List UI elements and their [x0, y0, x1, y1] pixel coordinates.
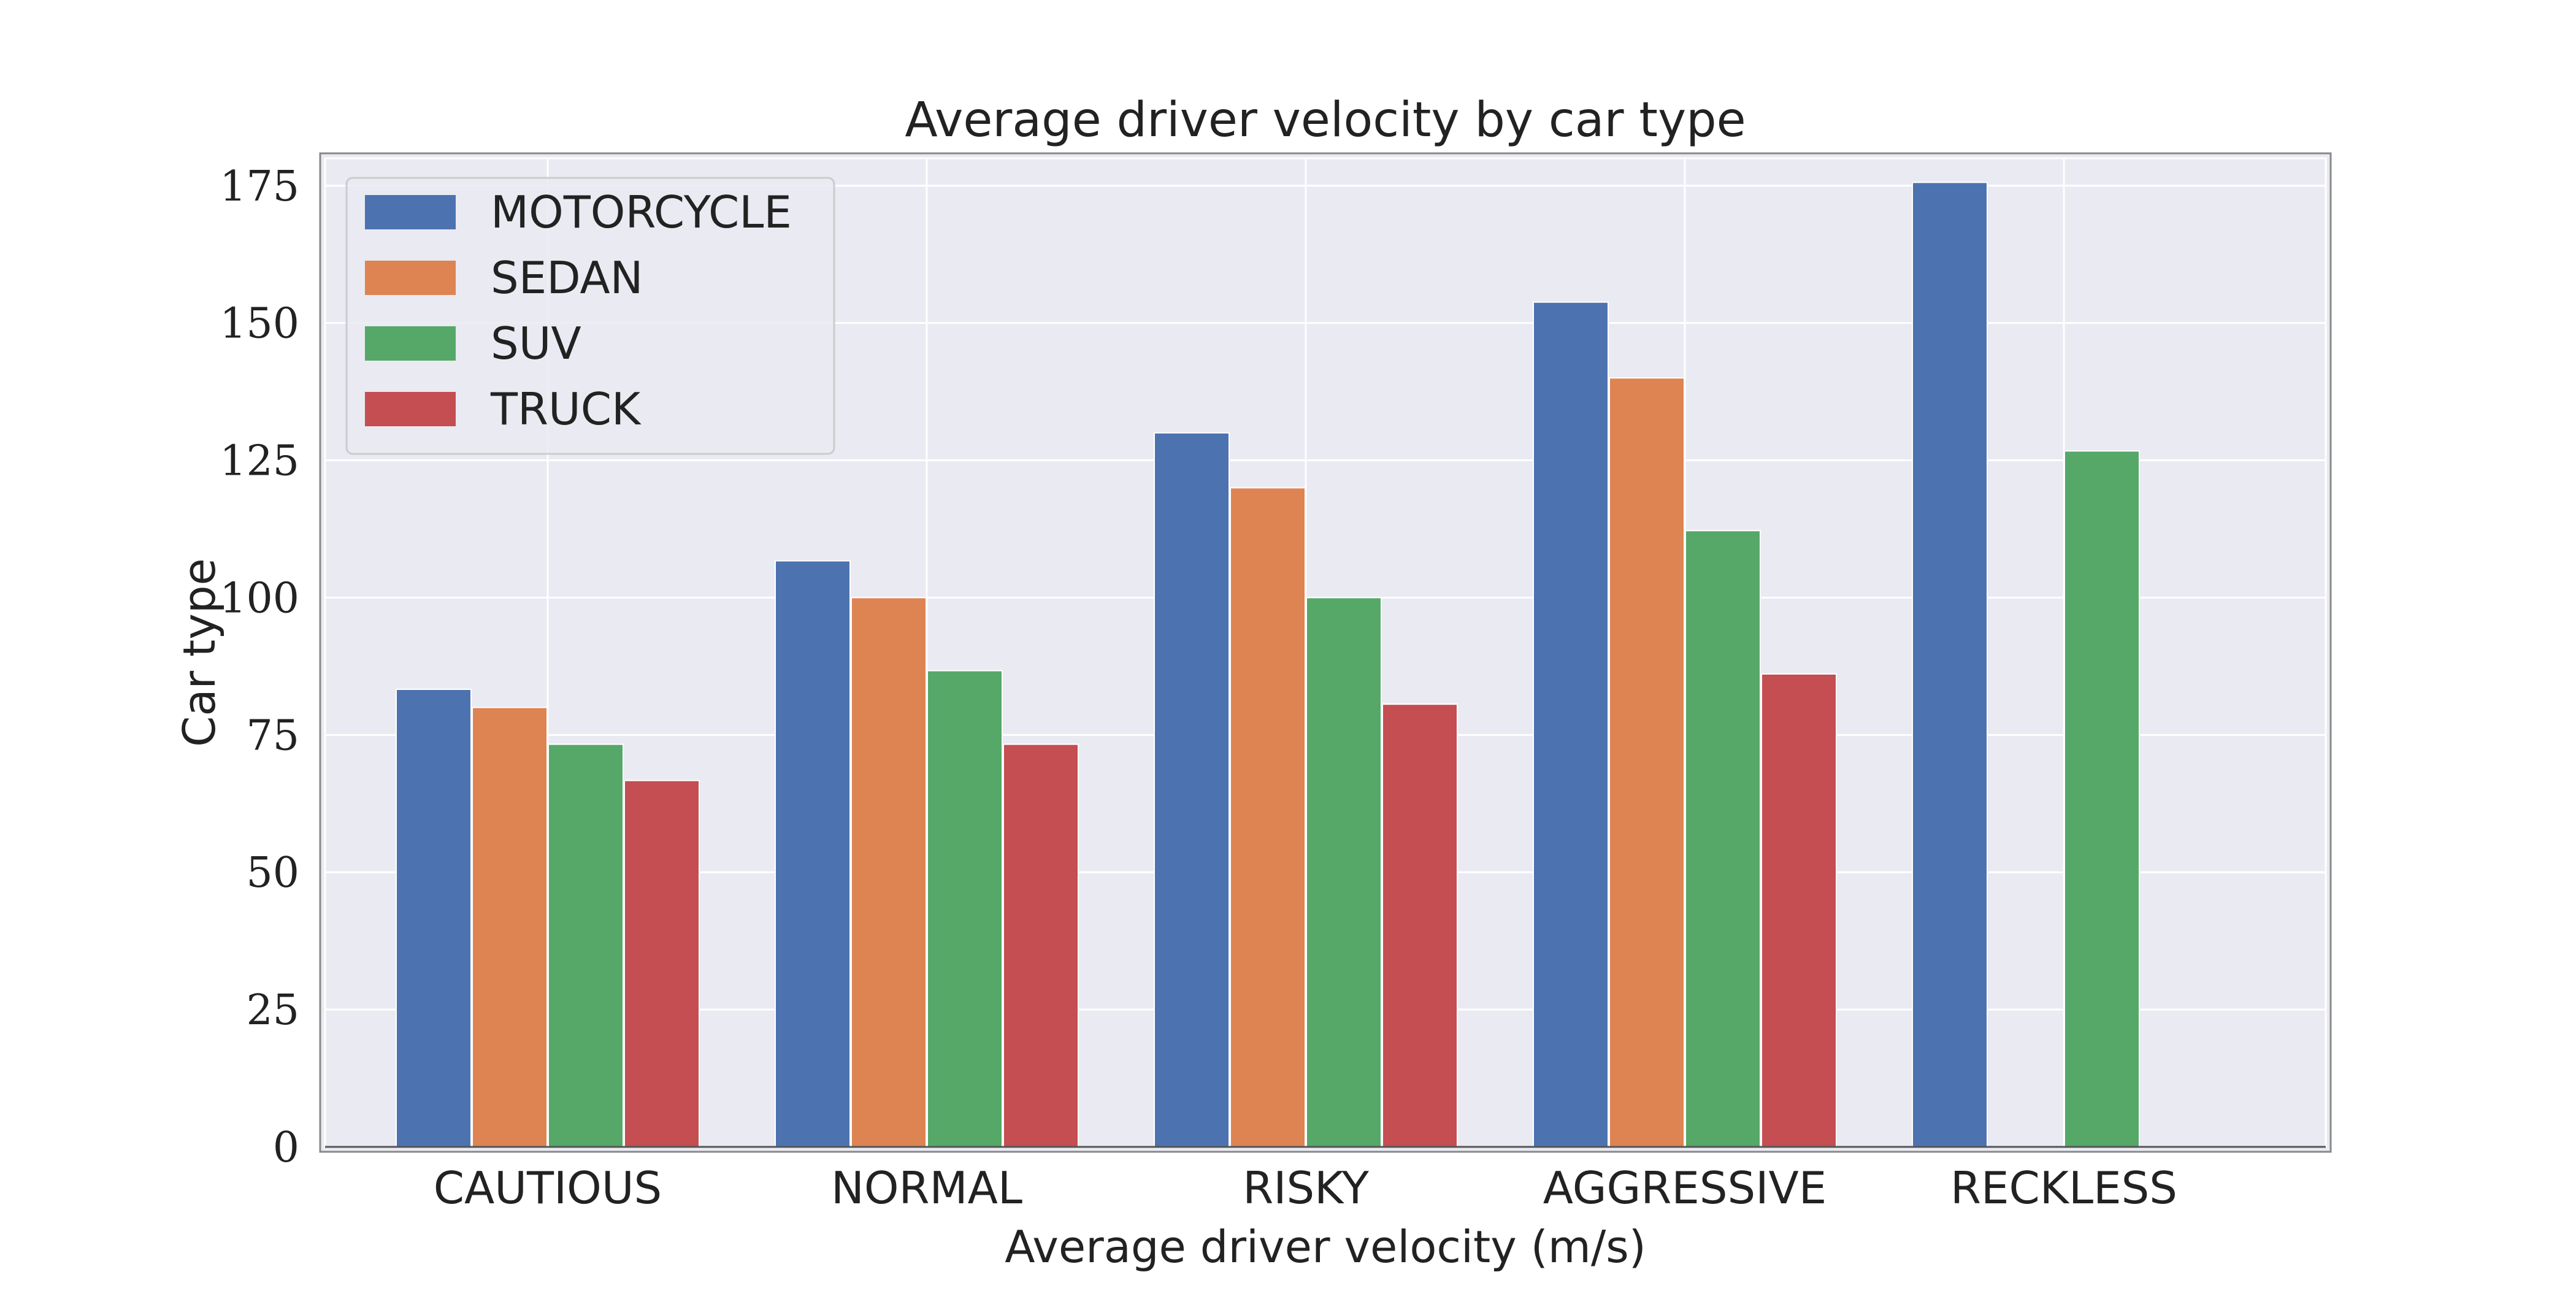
- y-tick-label: 175: [220, 163, 299, 211]
- y-axis-ticks: 0 25 50 75 100 125 150 175: [220, 163, 299, 1172]
- y-tick-label: 50: [246, 849, 299, 897]
- legend-label-truck: TRUCK: [490, 383, 642, 435]
- x-tick-label: CAUTIOUS: [434, 1162, 662, 1214]
- legend-label-sedan: SEDAN: [491, 252, 643, 304]
- y-tick-label: 75: [246, 711, 299, 760]
- x-tick-label: RECKLESS: [1950, 1162, 2177, 1214]
- bar-truck-risky: [1382, 703, 1458, 1147]
- y-tick-label: 125: [220, 437, 299, 486]
- bar-suv-aggressive: [1685, 530, 1761, 1147]
- legend-swatch-suv: [365, 326, 456, 361]
- x-axis-label: Average driver velocity (m/s): [1005, 1221, 1646, 1273]
- legend-swatch-motorcycle: [365, 195, 456, 229]
- y-axis-label: Car type: [174, 558, 225, 747]
- bar-motorcycle-reckless: [1912, 182, 1988, 1148]
- bar-truck-cautious: [624, 780, 700, 1147]
- bar-motorcycle-aggressive: [1533, 301, 1609, 1148]
- bar-motorcycle-cautious: [396, 689, 472, 1147]
- legend-label-suv: SUV: [491, 318, 581, 369]
- bar-motorcycle-normal: [775, 560, 851, 1147]
- legend: MOTORCYCLE SEDAN SUV TRUCK: [345, 177, 835, 455]
- bar-suv-normal: [927, 670, 1003, 1147]
- bar-suv-reckless: [2064, 450, 2140, 1148]
- y-tick-label: 25: [246, 986, 299, 1035]
- legend-swatch-truck: [365, 392, 456, 426]
- bar-sedan-normal: [851, 597, 927, 1147]
- plot-frame: [319, 152, 2332, 1153]
- x-tick-label: NORMAL: [831, 1162, 1022, 1214]
- chart-title: Average driver velocity by car type: [905, 93, 1746, 148]
- bar-sedan-risky: [1230, 487, 1306, 1147]
- y-tick-label: 150: [220, 300, 299, 348]
- legend-swatch-sedan: [365, 261, 456, 295]
- bar-sedan-cautious: [472, 707, 548, 1147]
- legend-label-motorcycle: MOTORCYCLE: [491, 186, 792, 238]
- bar-truck-aggressive: [1761, 673, 1837, 1147]
- bar-suv-cautious: [548, 743, 624, 1147]
- x-tick-label: RISKY: [1243, 1162, 1370, 1214]
- bars: [396, 182, 2140, 1148]
- x-axis-ticks: CAUTIOUS NORMAL RISKY AGGRESSIVE RECKLESS: [434, 1162, 2177, 1214]
- bar-sedan-aggressive: [1609, 377, 1685, 1148]
- bar-motorcycle-risky: [1154, 432, 1230, 1147]
- y-tick-label: 100: [220, 574, 299, 623]
- legend-frame: [345, 177, 835, 455]
- bar-truck-normal: [1003, 743, 1079, 1147]
- x-tick-label: AGGRESSIVE: [1543, 1162, 1827, 1214]
- bar-suv-risky: [1306, 597, 1382, 1147]
- y-tick-label: 0: [273, 1124, 299, 1172]
